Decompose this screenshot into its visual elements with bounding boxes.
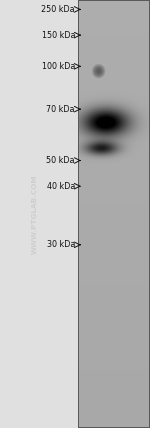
Text: 100 kDa: 100 kDa (42, 62, 75, 71)
Text: 150 kDa: 150 kDa (42, 30, 75, 40)
Text: 40 kDa: 40 kDa (47, 181, 75, 191)
Text: 70 kDa: 70 kDa (46, 104, 75, 114)
Text: 30 kDa: 30 kDa (47, 240, 75, 250)
Text: WWW.PTGLAB.COM: WWW.PTGLAB.COM (32, 174, 38, 254)
Text: 250 kDa: 250 kDa (41, 5, 75, 14)
Text: 50 kDa: 50 kDa (46, 156, 75, 165)
